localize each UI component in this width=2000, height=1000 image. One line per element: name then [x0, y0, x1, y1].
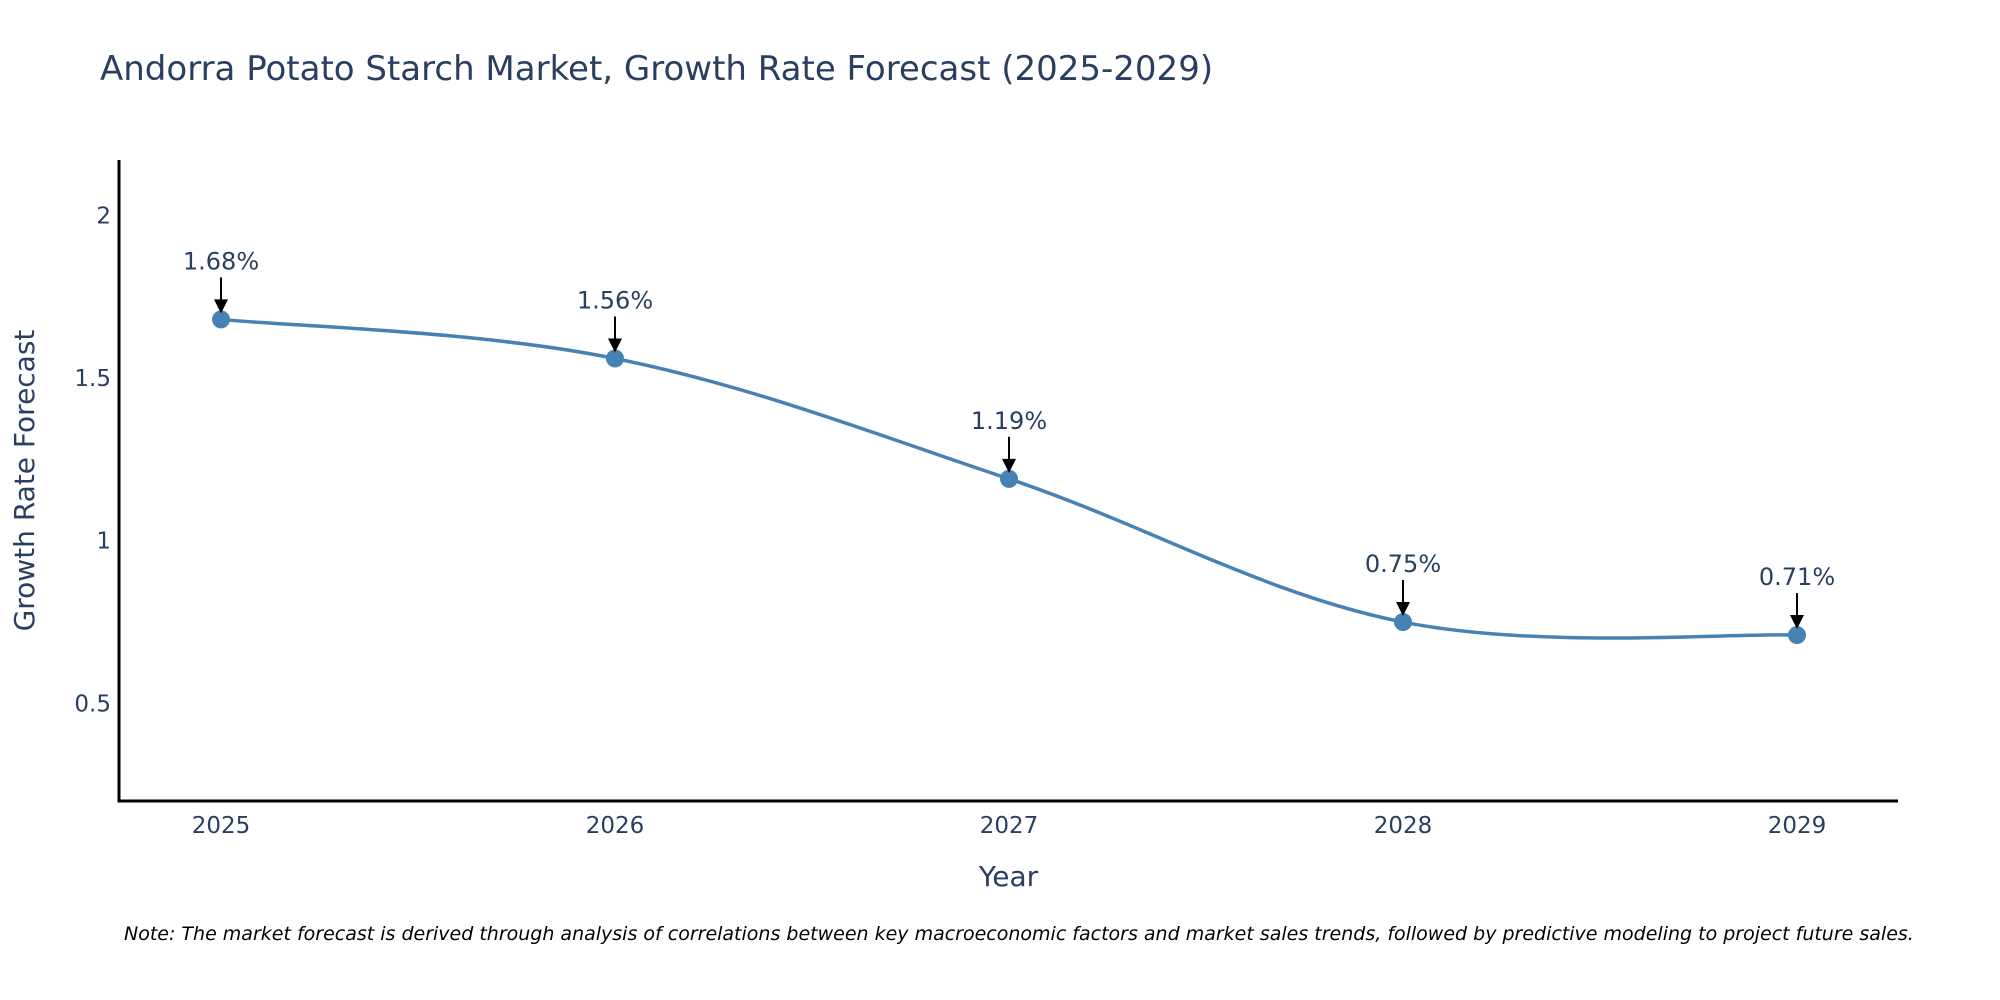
- data-points: [212, 310, 1806, 645]
- data-label: 0.75%: [1365, 550, 1441, 578]
- data-point: [1788, 626, 1806, 645]
- y-tick-label: 1: [96, 529, 111, 555]
- annotation-arrowhead: [1002, 458, 1016, 473]
- data-point: [606, 349, 624, 368]
- data-label: 1.68%: [183, 247, 259, 275]
- y-tick-label: 2: [96, 203, 111, 229]
- data-point: [1394, 613, 1412, 632]
- annotation-arrowhead: [1790, 615, 1804, 630]
- data-label-annotations: 1.68% 1.56% 1.19% 0.75% 0.71%: [183, 247, 1835, 630]
- data-label-annotation: 0.71%: [1759, 563, 1835, 630]
- annotation-arrowhead: [1396, 602, 1410, 617]
- x-tick-label: 2026: [586, 813, 645, 839]
- data-label: 0.71%: [1759, 563, 1835, 591]
- annotation-arrowhead: [214, 299, 228, 314]
- chart-title: Andorra Potato Starch Market, Growth Rat…: [100, 49, 1213, 89]
- x-tick-label: 2025: [192, 813, 251, 839]
- data-label: 1.19%: [971, 407, 1047, 435]
- data-label-annotation: 1.68%: [183, 247, 259, 314]
- data-point: [1000, 469, 1018, 488]
- data-label-annotation: 1.56%: [577, 286, 653, 353]
- y-axis-ticks: 0.5 1 1.5 2: [74, 203, 111, 717]
- data-label: 1.56%: [577, 286, 653, 314]
- x-axis-ticks: 2025 2026 2027 2028 2029: [192, 813, 1827, 839]
- data-label-annotation: 1.19%: [971, 407, 1047, 473]
- footnote: Note: The market forecast is derived thr…: [124, 923, 1914, 945]
- x-tick-label: 2029: [1768, 813, 1827, 839]
- y-tick-label: 0.5: [74, 691, 111, 717]
- y-axis-title: Growth Rate Forecast: [8, 330, 41, 632]
- y-tick-label: 1.5: [74, 366, 111, 392]
- x-tick-label: 2028: [1374, 813, 1433, 839]
- x-axis-title: Year: [978, 860, 1039, 893]
- x-tick-label: 2027: [980, 813, 1039, 839]
- data-label-annotation: 0.75%: [1365, 550, 1441, 617]
- annotation-arrowhead: [608, 338, 622, 353]
- data-point: [212, 310, 230, 329]
